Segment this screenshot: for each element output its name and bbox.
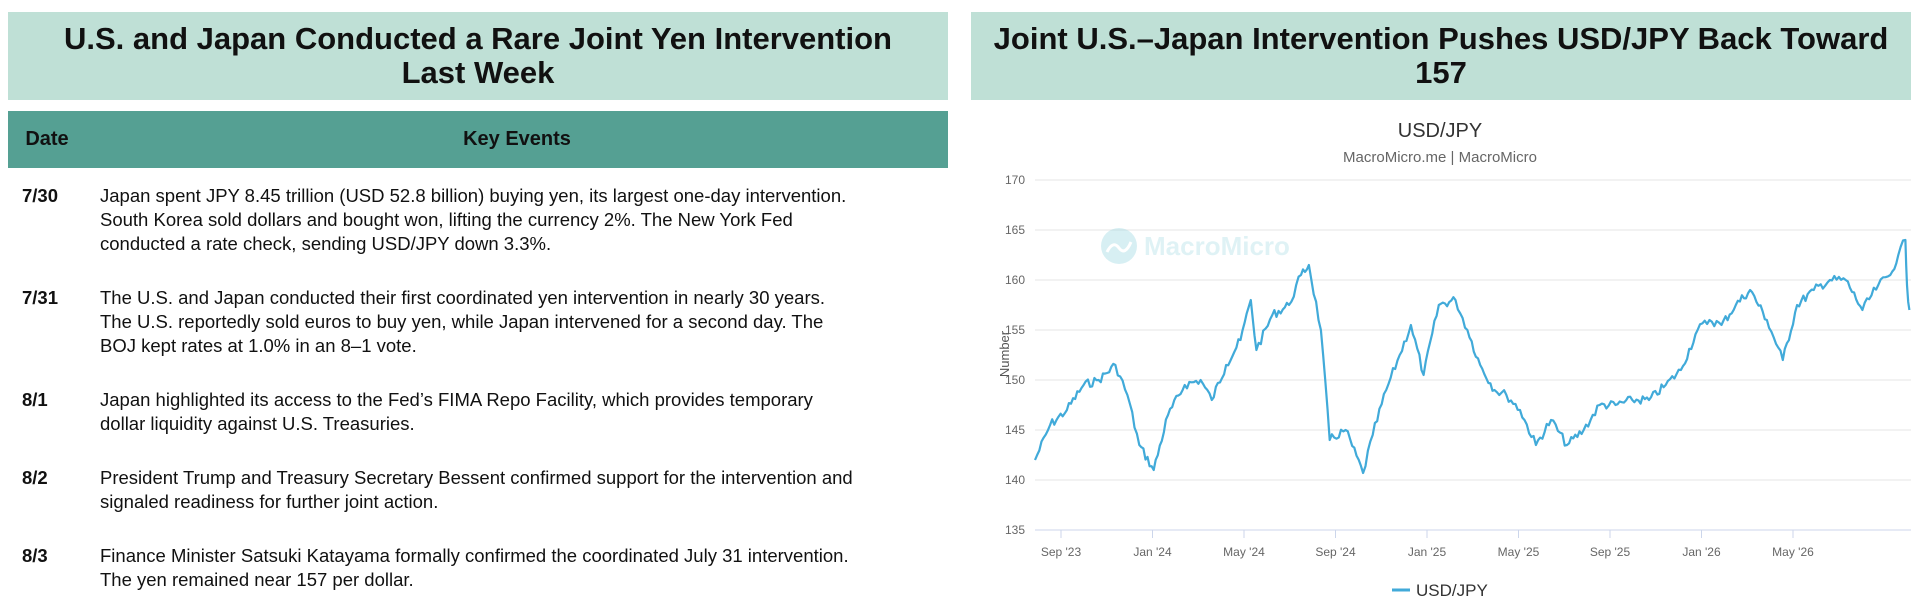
event-line: BOJ kept rates at 1.0% in an 8–1 vote.: [100, 335, 417, 356]
event-line: conducted a rate check, sending USD/JPY …: [100, 233, 552, 254]
event-text: The U.S. and Japan conducted their first…: [100, 286, 945, 358]
legend-label-usdjpy[interactable]: USD/JPY: [1416, 581, 1488, 600]
event-line: Finance Minister Satsuki Katayama formal…: [100, 545, 849, 566]
event-line: South Korea sold dollars and bought won,…: [100, 209, 793, 230]
y-tick-label: 165: [1005, 223, 1025, 237]
left-panel-title: U.S. and Japan Conducted a Rare Joint Ye…: [8, 12, 948, 100]
y-axis-label: Number: [997, 330, 1012, 377]
events-table-header: Date Key Events: [8, 111, 948, 168]
x-tick-label: Sep '25: [1590, 545, 1631, 559]
x-tick-label: Jan '25: [1408, 545, 1447, 559]
event-line: President Trump and Treasury Secretary B…: [100, 467, 853, 488]
y-tick-label: 170: [1005, 173, 1025, 187]
right-panel-title: Joint U.S.–Japan Intervention Pushes USD…: [971, 12, 1911, 100]
series-line-usdjpy: [1033, 238, 1911, 475]
event-line: signaled readiness for further joint act…: [100, 491, 439, 512]
event-line: The U.S. reportedly sold euros to buy ye…: [100, 311, 824, 332]
event-date: 8/1: [22, 389, 48, 410]
y-tick-label: 150: [1005, 373, 1025, 387]
y-tick-label: 135: [1005, 523, 1025, 537]
date-column-header: Date: [25, 128, 69, 150]
y-tick-label: 160: [1005, 273, 1025, 287]
x-tick-label: May '26: [1772, 545, 1814, 559]
event-date: 7/30: [22, 185, 59, 206]
event-line: The U.S. and Japan conducted their first…: [100, 287, 826, 308]
event-date: 8/2: [22, 467, 48, 488]
event-line: dollar liquidity against U.S. Treasuries…: [100, 413, 415, 434]
x-tick-label: Jan '26: [1682, 545, 1721, 559]
x-tick-label: May '25: [1498, 545, 1540, 559]
watermark: MacroMicro: [1101, 228, 1290, 264]
x-tick-label: Jan '24: [1133, 545, 1172, 559]
chart-svg: USD/JPY MacroMicro.me | MacroMicro 135 14…: [997, 120, 1911, 600]
event-text: President Trump and Treasury Secretary B…: [100, 466, 945, 514]
watermark-logo-icon: [1101, 228, 1137, 264]
chart-subtitle: MacroMicro.me | MacroMicro: [1343, 149, 1537, 166]
event-text: Japan spent JPY 8.45 trillion (USD 52.8 …: [100, 184, 945, 256]
y-tick-label: 145: [1005, 423, 1025, 437]
event-text: Japan highlighted its access to the Fed’…: [100, 388, 945, 436]
x-tick-label: Sep '23: [1041, 545, 1082, 559]
x-axis: Sep '23 Jan '24 May '24 Sep '24 Jan '25 May '…: [1035, 529, 1911, 559]
watermark-text: MacroMicro: [1144, 231, 1290, 261]
y-axis-tick-labels: 135 140 145 150 155 160 165 170: [1005, 173, 1025, 537]
y-tick-label: 155: [1005, 323, 1025, 337]
events-column-header: Key Events: [463, 128, 571, 150]
event-text: Finance Minister Satsuki Katayama formal…: [100, 544, 945, 592]
x-tick-label: May '24: [1223, 545, 1265, 559]
x-tick-label: Sep '24: [1315, 545, 1356, 559]
legend: USD/JPY: [1392, 581, 1488, 600]
event-line: Japan highlighted its access to the Fed’…: [100, 389, 813, 410]
y-tick-label: 140: [1005, 473, 1025, 487]
event-date: 7/31: [22, 287, 59, 308]
event-line: Japan spent JPY 8.45 trillion (USD 52.8 …: [100, 185, 847, 206]
watermark-logo-wave-icon: [1105, 241, 1133, 253]
usdjpy-chart: USD/JPY MacroMicro.me | MacroMicro 135 14…: [971, 112, 1920, 612]
event-line: The yen remained near 157 per dollar.: [100, 569, 414, 590]
event-date: 8/3: [22, 545, 48, 566]
chart-title: USD/JPY: [1398, 120, 1482, 142]
